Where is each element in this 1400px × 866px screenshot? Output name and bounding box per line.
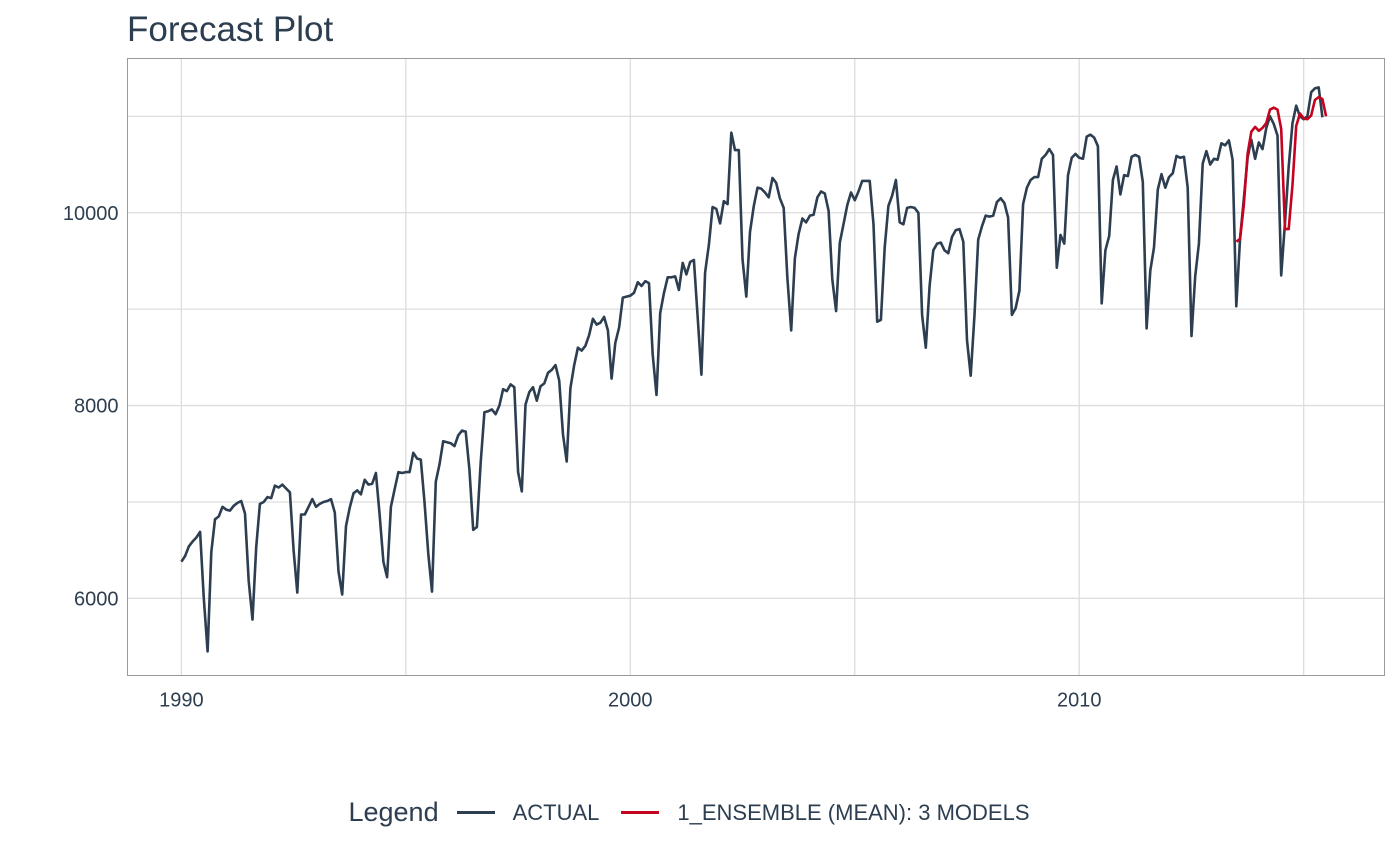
legend: Legend ACTUAL 1_ENSEMBLE (MEAN): 3 MODEL… — [0, 797, 1400, 828]
y-tick-label: 10000 — [63, 203, 119, 225]
chart-title: Forecast Plot — [127, 10, 334, 49]
x-tick-label: 2010 — [1057, 690, 1102, 712]
grid-layer — [127, 58, 1385, 676]
x-tick-label: 1990 — [159, 690, 204, 712]
legend-item-ensemble: 1_ENSEMBLE (MEAN): 3 MODELS — [621, 799, 1030, 826]
legend-label-ensemble: 1_ENSEMBLE (MEAN): 3 MODELS — [677, 799, 1030, 825]
plot-panel — [127, 58, 1385, 676]
y-tick-label: 6000 — [74, 588, 119, 610]
legend-title: Legend — [348, 797, 439, 827]
forecast-plot: 6000 8000 10000 1990 2000 2010 — [63, 58, 1385, 712]
legend-item-actual: ACTUAL — [456, 799, 600, 826]
series-layer — [180, 86, 1328, 653]
legend-key-ensemble — [621, 811, 660, 814]
legend-label-actual: ACTUAL — [512, 799, 600, 825]
series-line-ensemble — [1235, 95, 1328, 243]
series-line-actual — [180, 86, 1324, 653]
y-tick-label: 8000 — [74, 396, 119, 418]
tick-layer: 6000 8000 10000 1990 2000 2010 — [63, 203, 1102, 712]
legend-key-actual — [456, 811, 495, 814]
x-tick-label: 2000 — [608, 690, 653, 712]
